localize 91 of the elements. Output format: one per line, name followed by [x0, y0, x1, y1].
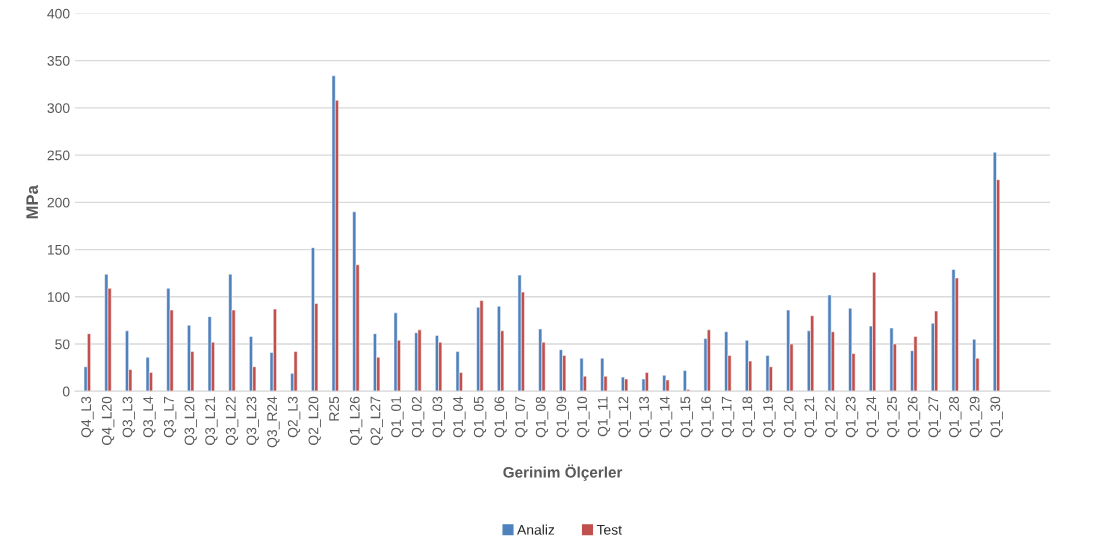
x-tick-label: Q1_16 — [701, 396, 714, 438]
bar — [455, 351, 460, 392]
y-tick-label: 350 — [47, 55, 70, 66]
bar — [848, 307, 853, 392]
x-tick-label: Q3_L3 — [122, 396, 136, 438]
x-tick-label: Q1_20 — [783, 396, 797, 438]
x-tick-label: Q1_01 — [391, 396, 404, 438]
x-tick-label: Q1_24 — [866, 396, 879, 438]
bar — [331, 75, 336, 392]
bar — [889, 327, 894, 392]
x-axis-title: Gerinim Ölçerler — [503, 464, 623, 481]
bar — [624, 378, 629, 392]
y-tick-label: 50 — [55, 339, 70, 350]
bar — [479, 300, 484, 392]
x-tick-label: Q1_07 — [515, 396, 528, 438]
y-tick-label: 250 — [47, 150, 70, 161]
x-tick-label: Q1_10 — [577, 396, 590, 438]
bar — [872, 271, 877, 392]
bar — [644, 372, 649, 392]
x-tick-label: Q2_L20 — [308, 396, 321, 445]
bar — [249, 336, 253, 392]
bar — [293, 351, 298, 392]
x-tick-label: Q1_27 — [928, 396, 941, 438]
x-tick-label: Q1_29 — [969, 396, 983, 438]
x-tick-label: Q1_09 — [556, 396, 569, 438]
x-tick-label: Q1_18 — [742, 396, 755, 438]
x-tick-label: Q1_06 — [494, 396, 507, 438]
bar — [352, 211, 357, 392]
bar — [87, 333, 91, 392]
x-tick-label: Q1_05 — [473, 396, 487, 438]
legend-label: Analiz — [517, 524, 555, 535]
bar — [207, 316, 212, 392]
bar — [913, 336, 918, 392]
y-axis-title: MPa — [26, 185, 39, 219]
bar — [125, 330, 129, 392]
x-tick-label: Q1_19 — [763, 396, 776, 438]
x-tick-label: Q3_L4 — [143, 396, 156, 438]
x-tick-label: Q1_L26 — [349, 396, 363, 445]
x-tick-label: Q1_15 — [680, 396, 693, 438]
x-tick-label: Q1_22 — [825, 396, 838, 438]
bar — [706, 329, 711, 392]
bar — [827, 294, 832, 392]
x-tick-label: Q1_03 — [432, 396, 445, 438]
bar — [538, 328, 543, 392]
x-tick-label: Q3_L20 — [184, 396, 197, 445]
bar — [810, 315, 815, 392]
bar — [600, 357, 605, 392]
x-tick-label: Q1_04 — [453, 396, 466, 438]
y-tick-label: 150 — [47, 244, 70, 255]
bar — [517, 274, 522, 392]
x-tick-label: Q1_30 — [990, 396, 1003, 438]
y-tick-label: 100 — [47, 292, 70, 302]
y-tick-label: 300 — [47, 103, 70, 114]
x-tick-label: Q1_26 — [907, 396, 921, 438]
x-tick-label: Q1_17 — [721, 396, 735, 438]
bar — [765, 355, 770, 392]
x-tick-label: Q1_08 — [535, 396, 549, 438]
x-tick-label: Q1_25 — [887, 396, 900, 438]
bar — [786, 309, 791, 392]
bar — [273, 308, 277, 392]
bar — [145, 356, 150, 392]
bar — [579, 357, 584, 392]
x-tick-label: Q1_28 — [949, 396, 962, 438]
x-tick-label: Q1_11 — [597, 396, 611, 437]
x-tick-label: Q2_L3 — [287, 396, 301, 438]
y-tick-label: 0 — [62, 386, 70, 397]
bar — [951, 269, 956, 392]
bar — [665, 379, 670, 392]
x-tick-label: Q4_L3 — [81, 396, 94, 438]
y-tick-label: 200 — [47, 197, 70, 208]
bar — [393, 312, 398, 392]
bar — [724, 331, 729, 392]
x-tick-label: Q3_L23 — [246, 396, 259, 445]
bar — [682, 370, 687, 392]
x-tick-label: Q3_L7 — [163, 396, 177, 438]
x-tick-label: Q1_14 — [659, 396, 673, 438]
x-tick-label: Q1_13 — [639, 396, 652, 438]
x-tick-label: Q3_L22 — [225, 396, 239, 445]
legend-label: Test — [596, 525, 622, 535]
x-tick-label: Q2_L27 — [370, 396, 383, 445]
x-tick-label: Q3_R24 — [267, 396, 280, 448]
x-tick-label: Q3_L21 — [205, 396, 218, 445]
bar — [228, 273, 233, 392]
y-tick-label: 400 — [47, 8, 70, 19]
x-tick-label: Q4_L20 — [101, 396, 115, 445]
x-tick-label: Q1_12 — [618, 396, 631, 438]
x-tick-label: Q1_23 — [845, 396, 859, 438]
x-tick-label: Q1_21 — [804, 396, 817, 438]
x-tick-label: R25 — [329, 396, 340, 421]
x-tick-label: Q1_02 — [411, 396, 425, 438]
bar — [934, 310, 939, 392]
